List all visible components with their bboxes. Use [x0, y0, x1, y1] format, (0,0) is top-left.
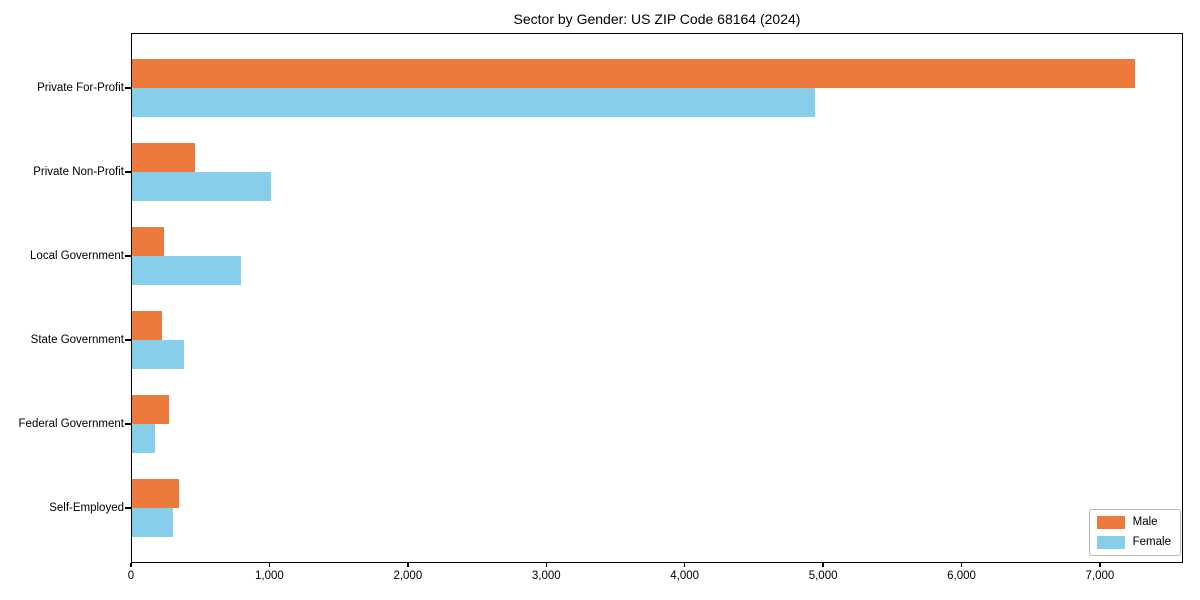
- y-axis-label: State Government: [30, 334, 124, 346]
- x-tick: [130, 563, 132, 567]
- y-tick: [125, 87, 131, 89]
- bar-female-3: [131, 256, 241, 285]
- x-tick: [1099, 563, 1101, 567]
- legend-swatch-male: [1096, 516, 1125, 529]
- x-tick: [822, 563, 824, 567]
- y-axis-label: Self-Employed: [49, 502, 124, 514]
- x-tick: [545, 563, 547, 567]
- y-tick: [125, 171, 131, 173]
- bar-male-3: [131, 227, 165, 256]
- x-tick-label: 7,000: [1085, 570, 1115, 582]
- y-axis-label: Private Non-Profit: [33, 166, 124, 178]
- legend: Male Female: [1088, 509, 1181, 556]
- bar-female-6: [131, 508, 173, 537]
- bar-male-4: [131, 311, 163, 340]
- bar-female-4: [131, 340, 184, 369]
- bar-female-1: [131, 88, 815, 117]
- x-tick-label: 3,000: [531, 570, 561, 582]
- bar-male-1: [131, 59, 1135, 88]
- chart-title: Sector by Gender: US ZIP Code 68164 (202…: [513, 11, 801, 27]
- bar-female-5: [131, 424, 155, 453]
- y-tick: [125, 423, 131, 425]
- y-tick: [125, 507, 131, 509]
- y-tick: [125, 255, 131, 257]
- x-tick-label: 6,000: [947, 570, 976, 582]
- legend-label-male: Male: [1132, 516, 1158, 528]
- y-axis-label: Federal Government: [18, 418, 124, 430]
- x-tick: [407, 563, 409, 567]
- y-axis-label: Local Government: [30, 250, 124, 262]
- x-tick: [268, 563, 271, 567]
- x-tick-label: 1,000: [255, 570, 284, 582]
- y-axis-label: Private For-Profit: [37, 82, 124, 94]
- x-tick-label: 5,000: [808, 570, 838, 582]
- legend-label-female: Female: [1132, 536, 1171, 548]
- legend-entry-male: Male: [1096, 516, 1171, 529]
- bar-male-2: [131, 143, 195, 172]
- x-tick: [960, 563, 963, 567]
- legend-swatch-female: [1096, 536, 1125, 549]
- legend-entry-female: Female: [1096, 536, 1171, 549]
- x-tick-label: 0: [127, 570, 135, 582]
- bar-female-2: [131, 172, 271, 201]
- x-tick-label: 4,000: [670, 570, 700, 582]
- y-tick: [125, 339, 131, 341]
- bar-male-5: [131, 395, 170, 424]
- x-tick-label: 2,000: [393, 570, 423, 582]
- x-tick: [683, 563, 686, 567]
- bar-male-6: [131, 479, 180, 508]
